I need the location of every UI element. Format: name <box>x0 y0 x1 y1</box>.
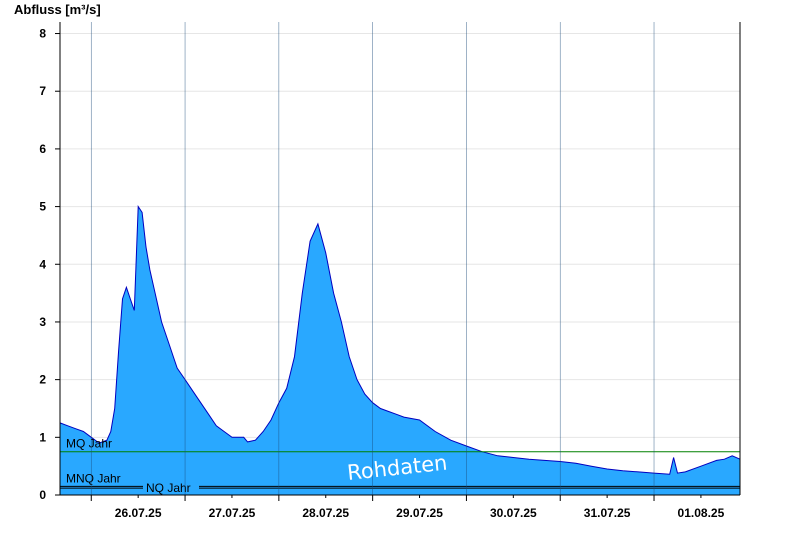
x-tick-label: 01.08.25 <box>678 506 725 520</box>
x-tick-label: 30.07.25 <box>490 506 537 520</box>
y-tick-label: 4 <box>39 257 46 271</box>
day-separators <box>90 22 655 495</box>
plot-area <box>59 205 741 495</box>
discharge-line <box>59 205 741 475</box>
reference-line-label: MNQ Jahr <box>66 471 121 485</box>
y-tick-label: 5 <box>39 200 46 214</box>
y-tick-label: 2 <box>39 373 46 387</box>
x-tick-label: 31.07.25 <box>584 506 631 520</box>
x-tick-label: 29.07.25 <box>396 506 443 520</box>
y-tick-label: 6 <box>39 142 46 156</box>
y-tick-label: 1 <box>39 430 46 444</box>
y-tick-label: 0 <box>39 488 46 502</box>
y-tick-label: 8 <box>39 27 46 41</box>
reference-line-label: NQ Jahr <box>146 481 191 495</box>
x-tick-label: 28.07.25 <box>302 506 349 520</box>
reference-lines: MQ Jahr MNQ Jahr NQ Jahr <box>60 437 740 495</box>
reference-line-label: MQ Jahr <box>66 437 112 451</box>
y-tick-label: 3 <box>39 315 46 329</box>
y-tick-label: 7 <box>39 84 46 98</box>
axes: 0 1 2 3 4 5 6 7 8 26.07.25 27.07.25 28.07.25 29.07.2… <box>39 22 741 520</box>
x-tick-label: 26.07.25 <box>115 506 162 520</box>
y-axis-title: Abfluss [m³/s] <box>14 2 101 17</box>
x-tick-label: 27.07.25 <box>209 506 256 520</box>
